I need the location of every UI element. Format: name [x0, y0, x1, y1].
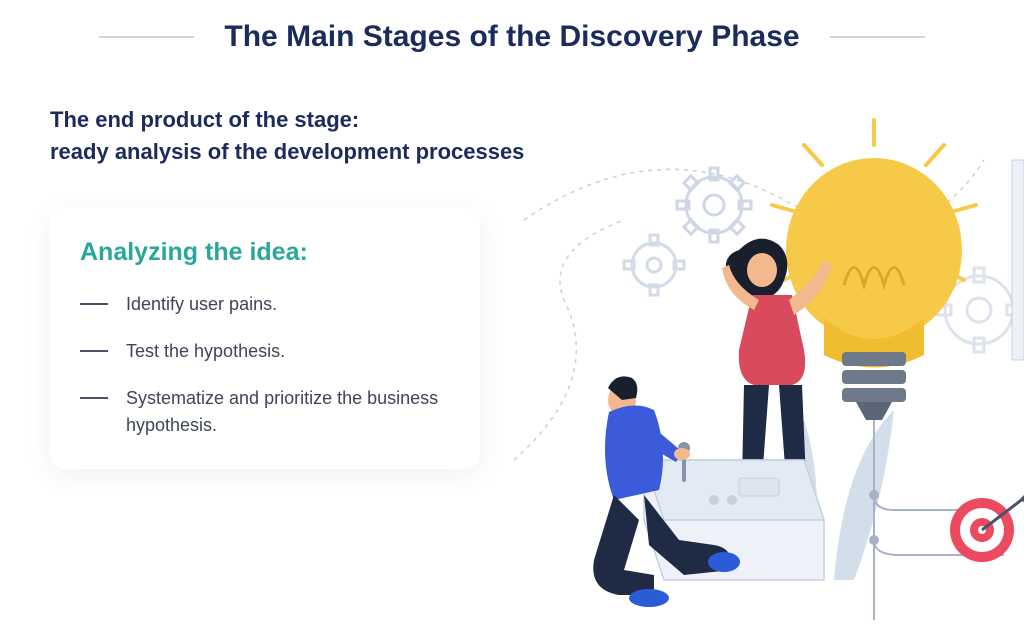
target-icon	[950, 493, 1024, 562]
bullet-item: Systematize and prioritize the business …	[80, 385, 450, 439]
dash-icon	[80, 397, 108, 399]
bullet-text: Systematize and prioritize the business …	[126, 385, 450, 439]
analysis-card: Analyzing the idea: Identify user pains.…	[50, 208, 480, 469]
bullet-text: Identify user pains.	[126, 291, 277, 318]
woman-figure	[722, 239, 832, 480]
left-column: The end product of the stage: ready anal…	[50, 104, 530, 469]
header: The Main Stages of the Discovery Phase	[0, 0, 1024, 54]
page-title: The Main Stages of the Discovery Phase	[224, 20, 799, 54]
side-bar	[1012, 160, 1024, 360]
header-line-right	[830, 36, 925, 38]
dash-icon	[80, 303, 108, 305]
subtitle-line1: The end product of the stage:	[50, 107, 359, 132]
gear-icon	[677, 168, 751, 242]
bullet-item: Test the hypothesis.	[80, 338, 450, 365]
gear-icon	[624, 235, 684, 295]
bullet-item: Identify user pains.	[80, 291, 450, 318]
bullet-text: Test the hypothesis.	[126, 338, 285, 365]
subtitle-line2: ready analysis of the development proces…	[50, 139, 524, 164]
header-line-left	[99, 36, 194, 38]
card-title: Analyzing the idea:	[80, 238, 450, 267]
subtitle: The end product of the stage: ready anal…	[50, 104, 530, 168]
illustration	[504, 100, 1024, 620]
dash-icon	[80, 350, 108, 352]
